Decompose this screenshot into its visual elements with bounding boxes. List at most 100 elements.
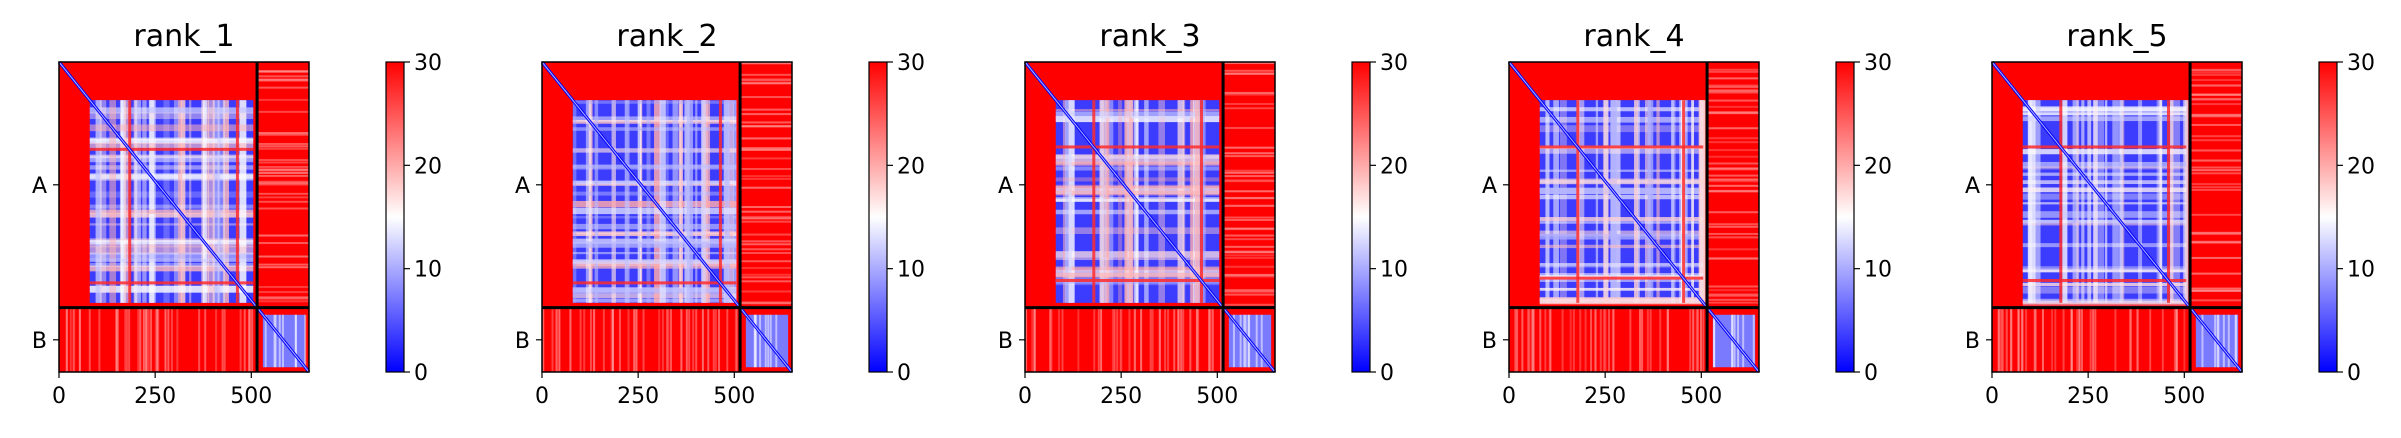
heatmap-band [1223, 204, 1275, 207]
heatmap-band [1219, 307, 1222, 372]
heatmap-band [257, 183, 309, 186]
heatmap-band [1223, 204, 1275, 207]
heatmap-band [1055, 279, 1220, 282]
heatmap-band [2183, 100, 2190, 303]
heatmap-band [89, 253, 254, 260]
heatmap-band [1539, 195, 1704, 200]
heatmap-band [1707, 141, 1759, 144]
heatmap-band [740, 233, 792, 236]
heatmap-band [2080, 307, 2083, 372]
heatmap-band [753, 314, 756, 368]
heatmap-band [1610, 100, 1617, 303]
heatmap-band [1997, 307, 2000, 372]
colorbar-tick-label: 10 [2347, 258, 2375, 283]
x-tick-label: 0 [535, 384, 549, 409]
heatmap-band [2022, 193, 2187, 200]
heatmap-band [1123, 100, 1131, 303]
panel-title: rank_3 [1099, 19, 1200, 54]
heatmap-band [1177, 307, 1180, 372]
heatmap-band [740, 273, 792, 276]
heatmap-panel-3: rank_3 0 250 500 A B 0 10 20 30 [998, 19, 1408, 409]
heatmap-band [157, 307, 160, 372]
heatmap-band [89, 212, 254, 218]
heatmap-band [257, 145, 309, 148]
heatmap-band [2190, 149, 2242, 152]
heatmap-band [1521, 307, 1524, 372]
heatmap-band [2033, 307, 2036, 372]
heatmap-band [572, 251, 737, 255]
heatmap-band [257, 159, 309, 162]
heatmap-band [1149, 307, 1152, 372]
heatmap-band [1659, 307, 1662, 372]
heatmap-band [572, 100, 737, 104]
heatmap-band [740, 157, 792, 160]
heatmap-band [633, 307, 636, 372]
heatmap-band [257, 78, 309, 81]
heatmap-band [740, 177, 792, 180]
axes-frame [1991, 61, 2243, 373]
heatmap-band [2035, 100, 2041, 303]
heatmap-band [1707, 149, 1759, 152]
heatmap-band [1539, 307, 1542, 372]
heatmap-band [585, 100, 592, 303]
heatmap-band [1223, 180, 1275, 183]
heatmap-band [1691, 100, 1694, 303]
heatmap-band [759, 314, 762, 368]
heatmap-band [1120, 307, 1123, 372]
heatmap-band [666, 307, 669, 372]
heatmap-band [740, 62, 792, 65]
heatmap-band [2190, 113, 2242, 116]
heatmap-band [2190, 240, 2242, 243]
heatmap-band [740, 82, 792, 85]
heatmap-band [1707, 137, 1759, 140]
x-tick-label: 500 [1680, 384, 1722, 409]
heatmap-band [124, 307, 127, 372]
heatmap-band [2076, 100, 2080, 303]
heatmap-band [2081, 100, 2085, 303]
heatmap-band [89, 265, 254, 272]
x-tick-label: 250 [2067, 384, 2109, 409]
heatmap-band [2022, 298, 2187, 306]
heatmap-band [170, 307, 173, 372]
heatmap-band [1223, 196, 1275, 199]
heatmap-band [1223, 288, 1275, 291]
heatmap-band [202, 100, 207, 303]
x-tick-label: 500 [230, 384, 272, 409]
heatmap-band [1707, 167, 1759, 170]
heatmap-band [589, 307, 592, 372]
heatmap-band [1646, 307, 1649, 372]
heatmap-band [2022, 243, 2187, 248]
heatmap-band [2022, 270, 2187, 273]
heatmap-band [1539, 233, 1704, 240]
x-tick-label: 250 [1584, 384, 1626, 409]
heatmap-band [1539, 221, 1704, 224]
heatmap-band [1539, 244, 1704, 249]
heatmap-band [542, 307, 545, 372]
heatmap-band [740, 167, 792, 170]
heatmap-band [2092, 307, 2095, 372]
heatmap-band [115, 307, 118, 372]
heatmap-band [692, 307, 695, 372]
heatmap-band [1742, 314, 1745, 368]
heatmap-band [735, 307, 738, 372]
heatmap-band [2175, 307, 2178, 372]
heatmap-band [1707, 86, 1759, 89]
heatmap-band [142, 100, 147, 303]
heatmap-band [1100, 100, 1107, 303]
colorbar-tick-label: 0 [1380, 361, 1394, 386]
heatmap-band [1055, 184, 1220, 192]
heatmap-band [740, 206, 792, 209]
heatmap-band [2098, 100, 2105, 303]
heatmap-band [558, 307, 561, 372]
heatmap-band [572, 241, 737, 248]
heatmap-band [572, 164, 737, 169]
y-tick-label: A [32, 174, 47, 199]
heatmap-band [2190, 287, 2242, 290]
heatmap-band [2022, 268, 2187, 272]
heatmap-band [1702, 307, 1705, 372]
heatmap-band [2022, 298, 2187, 303]
heatmap-band [257, 75, 309, 78]
heatmap-band [2190, 73, 2242, 76]
heatmap-band [89, 165, 254, 170]
heatmap-band [740, 125, 792, 128]
